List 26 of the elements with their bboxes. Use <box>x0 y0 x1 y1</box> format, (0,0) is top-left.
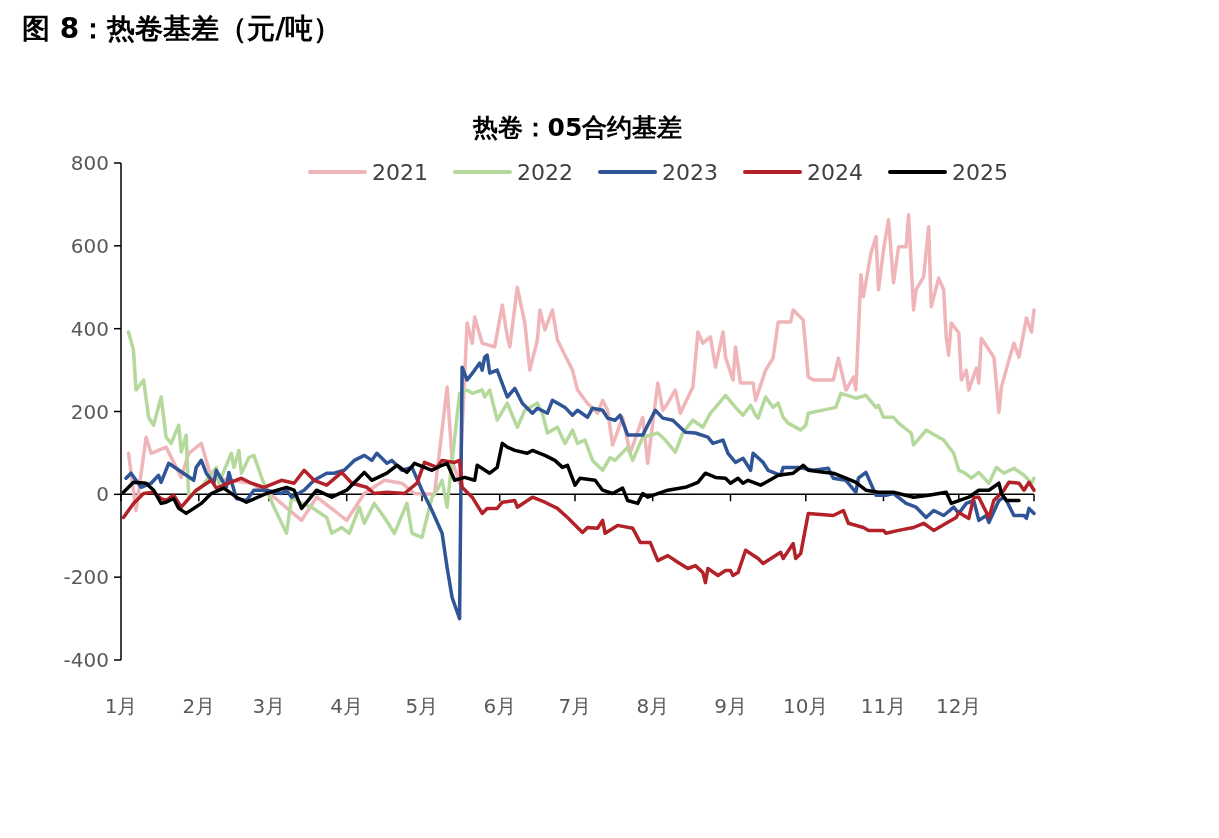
x-tick-label: 4月 <box>330 694 364 718</box>
x-tick-label: 11月 <box>860 694 907 718</box>
x-tick-label: 3月 <box>252 694 286 718</box>
legend-label: 2022 <box>517 160 573 185</box>
y-tick-label: 200 <box>70 399 109 424</box>
y-tick-label: -200 <box>63 565 109 590</box>
x-tick-label: 9月 <box>714 694 747 718</box>
legend-label: 2023 <box>662 160 718 185</box>
chart-subtitle: 热卷：05合约基差 <box>471 113 683 142</box>
x-tick-label: 5月 <box>405 694 439 718</box>
x-tick-label: 12月 <box>936 694 982 718</box>
legend-label: 2024 <box>807 160 863 185</box>
x-tick-label: 1月 <box>104 694 138 718</box>
x-tick-label: 6月 <box>483 694 517 718</box>
x-tick-label: 10月 <box>783 694 829 718</box>
x-tick-label: 7月 <box>558 694 592 718</box>
y-tick-label: -400 <box>63 648 109 672</box>
chart-title: 图 8：热卷基差（元/吨） <box>22 12 342 45</box>
y-tick-label: 0 <box>96 482 109 507</box>
y-tick-label: 600 <box>70 233 109 258</box>
y-tick-label: 800 <box>70 151 109 175</box>
x-tick-label: 2月 <box>182 694 216 718</box>
legend-label: 2021 <box>372 160 428 185</box>
y-tick-label: 400 <box>70 316 109 341</box>
legend-label: 2025 <box>952 160 1008 185</box>
x-tick-label: 8月 <box>636 694 670 718</box>
